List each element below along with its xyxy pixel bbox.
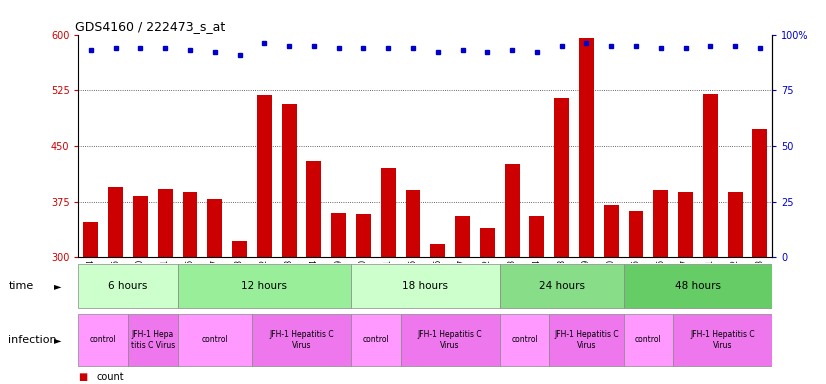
Text: ►: ►	[54, 281, 62, 291]
Bar	[252, 314, 351, 366]
Bar	[549, 314, 624, 366]
Text: control: control	[202, 335, 228, 344]
Text: JFH-1 Hepatitis C
Virus: JFH-1 Hepatitis C Virus	[418, 330, 482, 349]
Bar	[282, 104, 297, 257]
Text: ■: ■	[78, 372, 88, 382]
Text: 48 hours: 48 hours	[675, 281, 721, 291]
Bar	[579, 38, 594, 257]
Bar	[480, 228, 495, 257]
Bar	[624, 264, 772, 308]
Text: GDS4160 / 222473_s_at: GDS4160 / 222473_s_at	[75, 20, 225, 33]
Bar	[604, 205, 619, 257]
Bar	[331, 213, 346, 257]
Bar	[629, 211, 643, 257]
Bar	[500, 264, 624, 308]
Bar	[673, 314, 772, 366]
Bar	[554, 98, 569, 257]
Bar	[430, 244, 445, 257]
Bar	[653, 190, 668, 257]
Bar	[306, 161, 321, 257]
Text: 24 hours: 24 hours	[539, 281, 585, 291]
Bar	[505, 164, 520, 257]
Text: ►: ►	[54, 335, 62, 345]
Bar	[128, 314, 178, 366]
Bar	[83, 222, 98, 257]
Bar	[406, 190, 420, 257]
Bar	[381, 168, 396, 257]
Text: JFH-1 Hepatitis C
Virus: JFH-1 Hepatitis C Virus	[269, 330, 334, 349]
Bar	[158, 189, 173, 257]
Bar	[752, 129, 767, 257]
Text: control: control	[511, 335, 538, 344]
Bar	[500, 314, 549, 366]
Bar	[133, 196, 148, 257]
Bar	[108, 187, 123, 257]
Text: infection: infection	[8, 335, 57, 345]
Text: 6 hours: 6 hours	[108, 281, 148, 291]
Bar	[178, 314, 252, 366]
Bar	[351, 314, 401, 366]
Bar	[455, 217, 470, 257]
Text: control: control	[635, 335, 662, 344]
Text: 12 hours: 12 hours	[241, 281, 287, 291]
Bar	[356, 214, 371, 257]
Bar	[207, 199, 222, 257]
Bar	[703, 94, 718, 257]
Text: control: control	[363, 335, 389, 344]
Bar	[178, 264, 351, 308]
Text: JFH-1 Hepatitis C
Virus: JFH-1 Hepatitis C Virus	[691, 330, 755, 349]
Bar	[78, 314, 128, 366]
Bar	[728, 192, 743, 257]
Text: time: time	[8, 281, 34, 291]
Text: 18 hours: 18 hours	[402, 281, 449, 291]
Bar	[624, 314, 673, 366]
Bar	[257, 96, 272, 257]
Text: count: count	[97, 372, 124, 382]
Bar	[401, 314, 500, 366]
Bar	[529, 217, 544, 257]
Bar	[678, 192, 693, 257]
Bar	[232, 241, 247, 257]
Text: JFH-1 Hepa
titis C Virus: JFH-1 Hepa titis C Virus	[131, 330, 175, 349]
Bar	[78, 264, 178, 308]
Bar	[183, 192, 197, 257]
Bar	[351, 264, 500, 308]
Text: control: control	[90, 335, 116, 344]
Text: JFH-1 Hepatitis C
Virus: JFH-1 Hepatitis C Virus	[554, 330, 619, 349]
